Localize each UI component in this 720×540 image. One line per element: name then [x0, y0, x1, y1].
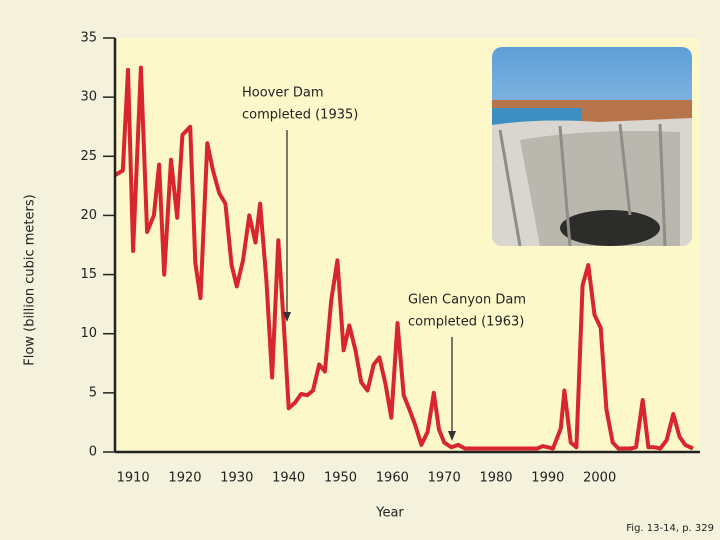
y-tick-label: 30: [80, 90, 97, 105]
arrowhead: [283, 312, 291, 322]
x-tick-label: 1980: [479, 471, 512, 486]
x-tick-label: 1910: [117, 471, 150, 486]
y-tick-label: 35: [80, 31, 97, 46]
x-tick-label: 1990: [531, 471, 564, 486]
x-tick-label: 2000: [583, 471, 616, 486]
y-tick-label: 0: [89, 445, 97, 460]
x-tick-label: 1970: [428, 471, 461, 486]
annotation: completed (1935): [242, 108, 358, 123]
x-tick-label: 1920: [168, 471, 201, 486]
y-tick-label: 10: [80, 326, 97, 341]
annotation: Hoover Dam: [242, 86, 324, 101]
x-tick-label: 1960: [376, 471, 409, 486]
source: Fig. 13-14, p. 329: [626, 523, 714, 534]
y-tick-label: 5: [89, 385, 97, 400]
x-tick-label: 1940: [272, 471, 305, 486]
y-tick-label: 15: [80, 267, 97, 282]
dam-photo: [492, 47, 692, 246]
y-axis-label: Flow (billion cubic meters): [23, 194, 38, 365]
annotation: Glen Canyon Dam: [408, 293, 526, 308]
arrowhead: [448, 431, 456, 441]
x-tick-label: 1930: [220, 471, 253, 486]
flow-line: [113, 65, 694, 451]
x-axis-label: Year: [375, 506, 404, 521]
y-tick-label: 20: [80, 208, 97, 223]
y-tick-label: 25: [80, 149, 97, 164]
x-tick-label: 1950: [324, 471, 357, 486]
annotation: completed (1963): [408, 315, 524, 330]
